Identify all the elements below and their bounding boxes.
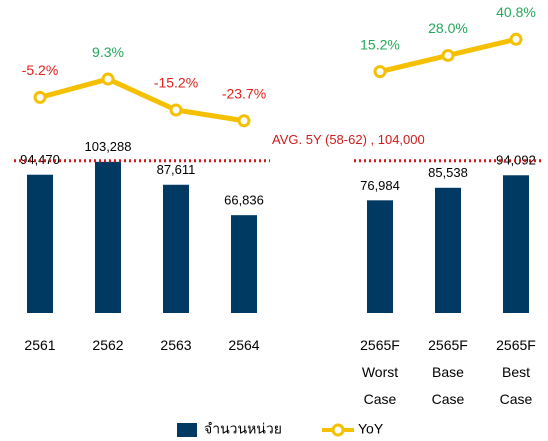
x-tick-label: 2562 [92, 337, 124, 353]
yoy-label: 28.0% [428, 20, 468, 36]
x-tick-label: 2564 [228, 337, 260, 353]
bar-value-label: 103,288 [85, 139, 132, 154]
yoy-label: -23.7% [222, 85, 266, 101]
yoy-marker [509, 32, 523, 46]
yoy-marker [237, 114, 251, 128]
x-tick-label: 2565F Best Case [496, 337, 536, 407]
yoy-label: -15.2% [154, 75, 198, 91]
yoy-marker [169, 103, 183, 117]
yoy-label: 9.3% [92, 44, 124, 60]
x-tick-label: 2563 [160, 337, 192, 353]
x-tick-label: 2565F Base Case [428, 337, 468, 407]
yoy-marker [441, 48, 455, 62]
bar [367, 200, 393, 313]
legend-label: จำนวนหน่วย [204, 421, 282, 437]
bar [27, 174, 53, 313]
reference-label: AVG. 5Y (58-62) , 104,000 [272, 132, 425, 147]
yoy-label: -5.2% [22, 62, 59, 78]
bar [503, 175, 529, 313]
bar-value-label: 87,611 [157, 162, 196, 177]
yoy-label: 40.8% [496, 4, 536, 20]
x-tick-label: 2561 [24, 337, 56, 353]
bar-value-label: 66,836 [224, 193, 264, 208]
legend-swatch [177, 423, 197, 437]
bar [163, 184, 189, 313]
yoy-marker [101, 72, 115, 86]
yoy-line [39, 76, 245, 124]
x-tick-label: 2565F Worst Case [360, 337, 400, 407]
bar [95, 161, 121, 313]
bar-value-label: 76,984 [360, 178, 400, 193]
bar [435, 187, 461, 313]
legend-marker [331, 423, 345, 437]
yoy-marker [33, 90, 47, 104]
bar-value-label: 85,538 [428, 165, 468, 180]
bar [231, 215, 257, 313]
yoy-label: 15.2% [360, 36, 400, 52]
legend-label: YoY [358, 421, 384, 437]
yoy-marker [373, 65, 387, 79]
